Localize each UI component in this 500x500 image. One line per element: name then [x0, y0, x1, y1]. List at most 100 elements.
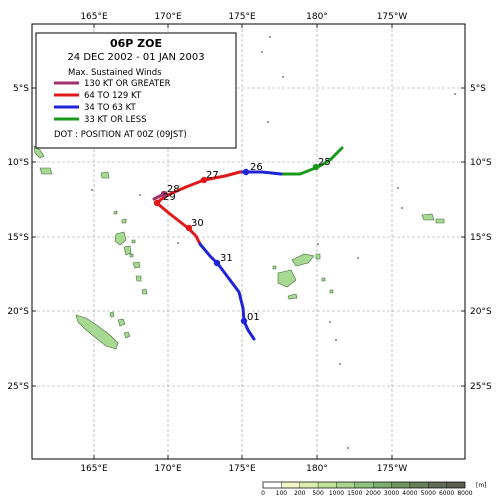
legend-box	[35, 32, 237, 149]
colorbar-tick-label: 100	[276, 490, 288, 497]
lat-label-right-15s: 15°S	[470, 233, 492, 243]
tick-marks	[32, 24, 465, 459]
loyalty-island-mare	[123, 331, 131, 339]
solomon-island-makira	[33, 145, 45, 159]
colorbar-cell	[373, 481, 392, 489]
day-label-29: 29	[163, 192, 176, 203]
legend-label-33kt: 33 KT OR LESS	[84, 115, 147, 125]
colorbar-tick-label: 1000	[329, 490, 344, 497]
legend: 06P ZOE 24 DEC 2002 - 01 JAN 2003 Max. S…	[35, 32, 237, 149]
vanuatu-small-2	[131, 239, 136, 244]
lat-label-right-25s: 25°S	[470, 382, 492, 392]
elevation-colorbar: 0 100 200 500 1000 1500 2000 3000 4000 5000 6000 80…	[261, 481, 487, 497]
colorbar-cell	[299, 481, 319, 489]
dot-day-29	[153, 199, 161, 207]
legend-winds-heading: Max. Sustained Winds	[68, 68, 162, 78]
legend-label-34-63kt: 34 TO 63 KT	[84, 103, 137, 113]
dot-day-01	[240, 317, 248, 325]
samoa-savaii	[421, 213, 435, 221]
legend-storm-name: 06P ZOE	[110, 37, 162, 50]
lat-label-left-25s: 25°S	[7, 382, 29, 392]
legend-dot-note: DOT : POSITION AT 00Z (09JST)	[54, 130, 187, 140]
dot-day-27	[200, 176, 208, 184]
colorbar-cells	[262, 481, 466, 489]
track-segment-34-63kt-late	[198, 242, 256, 341]
vanuatu-tanna	[141, 288, 148, 295]
new-caledonia-island	[75, 314, 119, 350]
colorbar-cell	[336, 481, 355, 489]
santa-cruz-ndeni	[100, 171, 110, 179]
colorbar-tick-label: 8000	[457, 490, 472, 497]
solomon-island-rennell	[39, 167, 53, 175]
fiji-viti-levu	[277, 269, 297, 288]
bottom-longitude-labels: 165°E 170°E 175°E 180° 175°W	[80, 464, 407, 474]
colorbar-unit: [m]	[476, 482, 487, 489]
colorbar-tick-label: 3000	[384, 490, 399, 497]
fiji-vanua-levu	[291, 253, 315, 267]
day-label-01: 01	[247, 312, 260, 323]
fiji-kadavu	[287, 293, 298, 300]
vanuatu-small-1	[129, 253, 134, 258]
rotuma-island	[272, 265, 277, 270]
legend-period: 24 DEC 2002 - 01 JAN 2003	[67, 52, 204, 63]
day-label-27: 27	[206, 170, 219, 181]
lon-label-top-165e: 165°E	[80, 12, 108, 22]
day-label-26: 26	[250, 162, 263, 173]
legend-label-130kt: 130 KT OR GREATER	[84, 79, 171, 89]
vanuatu-erromango	[135, 275, 142, 282]
colorbar-cell	[281, 481, 300, 489]
colorbar-cell	[391, 481, 411, 489]
lon-label-bottom-180: 180°	[306, 464, 328, 474]
right-latitude-labels: 5°S 10°S 15°S 20°S 25°S	[470, 84, 492, 392]
colorbar-tick-label: 2000	[366, 490, 381, 497]
banks-islands	[121, 218, 127, 224]
lon-label-bottom-175e: 175°E	[228, 464, 256, 474]
samoa-upolu	[435, 218, 445, 224]
lat-label-left-15s: 15°S	[7, 233, 29, 243]
colorbar-cell	[317, 481, 337, 489]
lon-label-bottom-165e: 165°E	[80, 464, 108, 474]
dot-day-31	[213, 259, 221, 267]
dot-day-26	[242, 168, 250, 176]
lon-label-bottom-175w: 175°W	[377, 464, 408, 474]
lon-label-top-170e: 170°E	[154, 12, 182, 22]
day-label-28: 28	[167, 184, 180, 195]
fiji-lau-1	[321, 277, 326, 282]
lat-label-right-5s: 5°S	[470, 84, 486, 94]
dot-day-28	[160, 190, 168, 198]
fiji-taveuni	[315, 253, 321, 260]
lon-label-top-175w: 175°W	[377, 12, 408, 22]
lat-label-left-20s: 20°S	[7, 307, 29, 317]
left-latitude-labels: 5°S 10°S 15°S 20°S 25°S	[7, 84, 29, 392]
vanuatu-malekula	[123, 245, 132, 256]
legend-label-64-129kt: 64 TO 129 KT	[84, 91, 142, 101]
colorbar-cell	[409, 481, 429, 489]
colorbar-cell	[354, 481, 374, 489]
lon-label-top-175e: 175°E	[228, 12, 256, 22]
colorbar-tick-label: 0	[261, 490, 265, 497]
lon-label-top-180: 180°	[306, 12, 328, 22]
lat-label-left-10s: 10°S	[7, 158, 29, 168]
landmasses	[33, 145, 445, 350]
colorbar-cell	[446, 481, 466, 489]
day-labels: 25 26 27 28 29 30 31 01	[163, 157, 331, 323]
colorbar-tick-label: 6000	[439, 490, 454, 497]
lat-label-right-10s: 10°S	[470, 158, 492, 168]
position-dots	[153, 163, 320, 325]
colorbar-tick-label: 1500	[347, 490, 362, 497]
dot-day-25	[312, 163, 320, 171]
colorbar-cell	[428, 481, 447, 489]
lat-label-right-20s: 20°S	[470, 307, 492, 317]
lat-label-left-5s: 5°S	[13, 84, 29, 94]
loyalty-island-ouvea	[109, 311, 115, 318]
top-longitude-labels: 165°E 170°E 175°E 180° 175°W	[80, 12, 407, 22]
vanuatu-efate	[132, 261, 141, 269]
loyalty-island-lifou	[117, 318, 126, 327]
day-label-25: 25	[318, 157, 331, 168]
day-label-30: 30	[191, 218, 204, 229]
colorbar-tick-label: 5000	[421, 490, 436, 497]
lon-label-bottom-170e: 170°E	[154, 464, 182, 474]
vanuatu-espiritu-santo	[114, 231, 127, 246]
dot-day-30	[185, 224, 193, 232]
